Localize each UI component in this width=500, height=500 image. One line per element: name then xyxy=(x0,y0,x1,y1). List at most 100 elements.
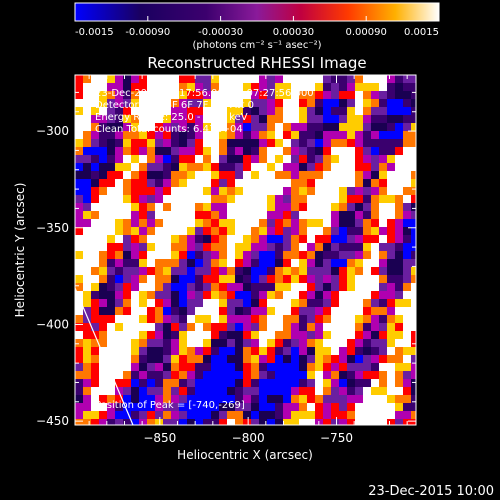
heatmap-cell xyxy=(107,171,115,179)
heatmap-cell xyxy=(203,291,211,299)
heatmap-cell xyxy=(275,275,283,283)
heatmap-cell xyxy=(171,363,179,371)
heatmap-cell xyxy=(99,283,107,291)
heatmap-cell xyxy=(235,403,243,411)
heatmap-cell xyxy=(291,235,299,243)
heatmap-cell xyxy=(163,179,171,187)
heatmap-cell xyxy=(147,91,155,99)
heatmap-cell xyxy=(403,331,411,339)
heatmap-cell xyxy=(323,163,331,171)
heatmap-cell xyxy=(139,267,147,275)
heatmap-cell xyxy=(195,219,203,227)
heatmap-cell xyxy=(171,395,179,403)
heatmap-cell xyxy=(75,355,83,363)
heatmap-cell xyxy=(323,411,331,419)
heatmap-cell xyxy=(155,211,163,219)
heatmap-cell xyxy=(371,123,379,131)
heatmap-cell xyxy=(339,91,347,99)
heatmap-cell xyxy=(163,131,171,139)
heatmap-cell xyxy=(251,83,259,91)
heatmap-cell xyxy=(395,387,403,395)
heatmap-cell xyxy=(179,307,187,315)
heatmap-cell xyxy=(243,379,251,387)
heatmap-cell xyxy=(403,123,411,131)
heatmap-cell xyxy=(75,323,83,331)
heatmap-cell xyxy=(147,331,155,339)
heatmap-cell xyxy=(115,219,123,227)
annotation-block: 23-Dec-2015 07:17:56.000 to 07:27:56.000… xyxy=(95,88,314,135)
heatmap-cell xyxy=(307,139,315,147)
heatmap-cell xyxy=(339,115,347,123)
heatmap-cell xyxy=(299,243,307,251)
heatmap-cell xyxy=(275,155,283,163)
heatmap-cell xyxy=(195,403,203,411)
heatmap-cell xyxy=(107,99,115,107)
heatmap-cell xyxy=(307,219,315,227)
heatmap-cell xyxy=(307,99,315,107)
heatmap-cell xyxy=(331,99,339,107)
heatmap-cell xyxy=(131,379,139,387)
heatmap-cell xyxy=(163,147,171,155)
heatmap-cell xyxy=(203,243,211,251)
heatmap-cell xyxy=(235,259,243,267)
heatmap-cell xyxy=(395,139,403,147)
y-tick-label: −400 xyxy=(36,317,69,331)
heatmap-cell xyxy=(187,379,195,387)
heatmap-cell xyxy=(139,379,147,387)
plot-frame xyxy=(74,74,417,426)
heatmap-cell xyxy=(403,371,411,379)
colorbar-tick-label: 0.0015 xyxy=(404,27,439,38)
heatmap-cell xyxy=(259,123,267,131)
heatmap-cell xyxy=(235,147,243,155)
heatmap-cell xyxy=(323,131,331,139)
heatmap-cell xyxy=(363,227,371,235)
heatmap-cell xyxy=(387,139,395,147)
colorbar-tick-label: -0.0015 xyxy=(75,27,114,38)
heatmap-cell xyxy=(331,115,339,123)
heatmap-cell xyxy=(275,195,283,203)
heatmap-cell xyxy=(259,275,267,283)
heatmap-cell xyxy=(347,275,355,283)
heatmap-cell xyxy=(331,203,339,211)
heatmap-cell xyxy=(307,355,315,363)
heatmap-cell xyxy=(99,211,107,219)
heatmap-cell xyxy=(315,259,323,267)
heatmap-cell xyxy=(227,299,235,307)
heatmap-cell xyxy=(355,323,363,331)
heatmap-cell xyxy=(387,403,395,411)
heatmap-cell xyxy=(147,267,155,275)
heatmap-cell xyxy=(411,307,416,315)
heatmap-cell xyxy=(243,211,251,219)
heatmap-cell xyxy=(219,291,227,299)
heatmap-cell xyxy=(355,363,363,371)
heatmap-cell xyxy=(171,75,179,83)
heatmap-cell xyxy=(347,195,355,203)
heatmap-cell xyxy=(331,235,339,243)
heatmap-cell xyxy=(259,171,267,179)
heatmap-cell xyxy=(339,219,347,227)
heatmap-cell xyxy=(131,139,139,147)
heatmap-cell xyxy=(363,187,371,195)
heatmap-cell xyxy=(243,419,251,425)
heatmap-cell xyxy=(163,267,171,275)
heatmap-cell xyxy=(107,323,115,331)
heatmap-cell xyxy=(275,107,283,115)
heatmap-cell xyxy=(291,179,299,187)
heatmap-cell xyxy=(283,283,291,291)
heatmap-cell xyxy=(291,187,299,195)
heatmap-cell xyxy=(203,419,211,425)
heatmap-cell xyxy=(243,187,251,195)
heatmap-cell xyxy=(187,363,195,371)
heatmap-cell xyxy=(243,403,251,411)
heatmap-cell xyxy=(123,107,131,115)
heatmap-cell xyxy=(243,83,251,91)
heatmap-cell xyxy=(115,315,123,323)
heatmap-cell xyxy=(195,83,203,91)
x-tick-label: −850 xyxy=(143,431,176,445)
heatmap-cell xyxy=(395,307,403,315)
heatmap-cell xyxy=(387,155,395,163)
heatmap-cell xyxy=(291,243,299,251)
heatmap-cell xyxy=(275,83,283,91)
heatmap-cell xyxy=(203,283,211,291)
heatmap-cell xyxy=(123,83,131,91)
